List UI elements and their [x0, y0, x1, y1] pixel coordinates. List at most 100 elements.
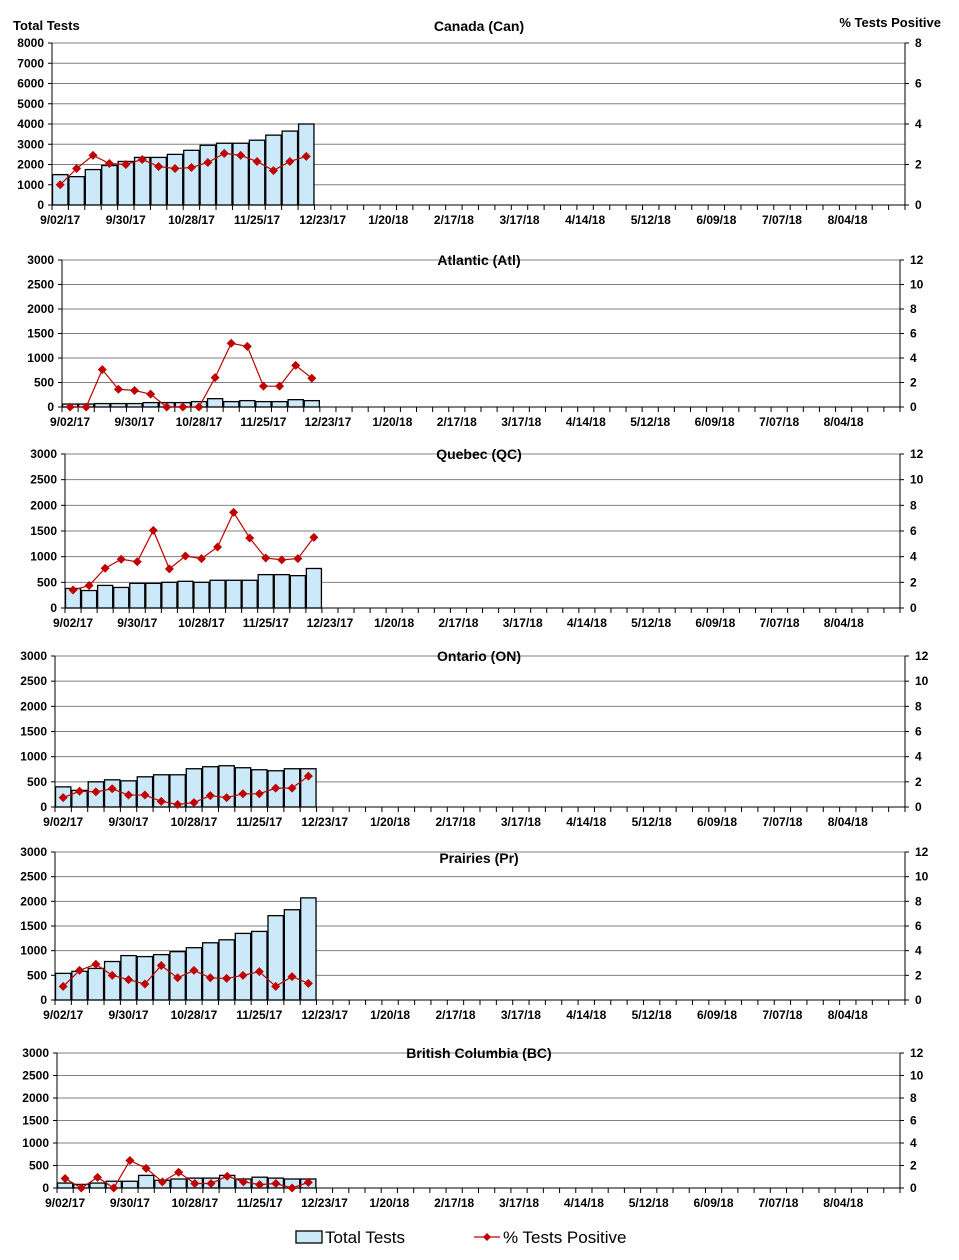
bar-total-tests — [110, 402, 127, 408]
marker-pct-positive — [154, 162, 164, 172]
y2-tick-label: 4 — [915, 944, 922, 958]
bar-total-tests — [206, 398, 224, 408]
x-tick-label: 9/02/17 — [50, 415, 90, 429]
bar-total-tests — [177, 580, 194, 609]
marker-pct-positive — [124, 790, 134, 800]
y2-tick-label: 6 — [915, 725, 922, 739]
y-tick-label: 2000 — [27, 302, 54, 316]
marker-pct-positive — [303, 771, 313, 781]
marker-pct-positive — [65, 402, 75, 412]
marker-pct-positive — [261, 553, 271, 563]
bar-total-tests — [94, 402, 111, 408]
line-pct-positive — [62, 963, 309, 988]
x-tick-label: 5/12/18 — [631, 213, 671, 227]
panel-title: British Columbia (BC) — [406, 1045, 551, 1061]
marker-pct-positive — [164, 564, 174, 574]
y2-tick-label: 0 — [910, 1181, 917, 1195]
bar-total-tests — [223, 400, 240, 408]
y2-tick-label: 6 — [915, 919, 922, 933]
marker-pct-positive — [210, 373, 220, 383]
x-tick-label: 11/25/17 — [240, 415, 286, 429]
marker-pct-positive — [72, 164, 82, 174]
bar-total-tests — [137, 1174, 155, 1189]
marker-pct-positive — [93, 1172, 103, 1182]
marker-pct-positive — [213, 542, 223, 552]
line-pct-positive — [70, 342, 313, 408]
y-tick-label: 1500 — [20, 725, 47, 739]
marker-pct-positive — [245, 533, 255, 543]
y-tick-label: 2000 — [30, 498, 57, 512]
x-tick-label: 2/17/18 — [438, 616, 478, 630]
y2-tick-label: 6 — [910, 327, 917, 341]
x-tick-label: 5/12/18 — [631, 616, 671, 630]
marker-pct-positive — [173, 799, 183, 809]
bar-total-tests — [56, 1182, 74, 1189]
x-tick-label: 9/30/17 — [110, 1196, 150, 1210]
x-tick-label: 12/23/17 — [301, 1008, 348, 1022]
bar-total-tests — [136, 955, 154, 1001]
y-tick-label: 0 — [40, 993, 47, 1007]
marker-pct-positive — [107, 784, 117, 794]
bar-total-tests — [129, 582, 146, 609]
y2-tick-label: 8 — [915, 699, 922, 713]
legend-line-label: % Tests Positive — [503, 1228, 626, 1247]
y-tick-label: 3000 — [20, 649, 47, 663]
marker-pct-positive — [124, 975, 134, 985]
y2-tick-label: 8 — [915, 36, 922, 50]
bar-total-tests — [267, 914, 284, 1001]
marker-pct-positive — [76, 1183, 86, 1193]
x-tick-label: 1/20/18 — [368, 213, 408, 227]
marker-pct-positive — [137, 154, 147, 164]
y2-tick-label: 4 — [910, 1136, 917, 1150]
marker-pct-positive — [287, 783, 297, 793]
legend-marker-swatch — [483, 1233, 491, 1241]
bar-total-tests — [241, 579, 258, 609]
marker-pct-positive — [236, 150, 246, 160]
marker-pct-positive — [226, 338, 236, 348]
bar-total-tests — [68, 175, 85, 206]
y2-tick-label: 0 — [915, 800, 922, 814]
y-tick-label: 1000 — [22, 1136, 49, 1150]
x-tick-label: 6/09/18 — [694, 1196, 734, 1210]
x-tick-label: 3/17/18 — [499, 1196, 539, 1210]
y2-tick-label: 0 — [910, 400, 917, 414]
x-tick-label: 12/23/17 — [305, 415, 352, 429]
x-tick-label: 11/25/17 — [243, 616, 289, 630]
x-tick-label: 9/02/17 — [53, 616, 93, 630]
x-tick-label: 9/02/17 — [45, 1196, 85, 1210]
y-tick-label: 500 — [37, 575, 57, 589]
bar-total-tests — [161, 581, 178, 609]
y2-tick-label: 2 — [910, 575, 917, 589]
bar-total-tests — [234, 932, 252, 1001]
bar-total-tests — [209, 579, 226, 609]
bar-total-tests — [218, 939, 235, 1001]
y2-tick-label: 2 — [910, 1159, 917, 1173]
marker-pct-positive — [88, 150, 98, 160]
marker-pct-positive — [309, 532, 319, 542]
y-tick-label: 1000 — [27, 351, 54, 365]
x-tick-label: 2/17/18 — [437, 415, 477, 429]
x-tick-label: 3/17/18 — [501, 815, 541, 829]
marker-pct-positive — [271, 981, 281, 991]
y2-tick-label: 6 — [910, 524, 917, 538]
x-tick-label: 2/17/18 — [435, 1008, 475, 1022]
y-tick-label: 8000 — [17, 36, 44, 50]
y-tick-label: 0 — [37, 198, 44, 212]
marker-pct-positive — [254, 789, 264, 799]
x-tick-label: 1/20/18 — [370, 1008, 410, 1022]
y-tick-label: 1500 — [27, 327, 54, 341]
y2-tick-label: 0 — [915, 993, 922, 1007]
x-tick-label: 9/30/17 — [117, 616, 157, 630]
x-tick-label: 5/12/18 — [629, 1196, 669, 1210]
marker-pct-positive — [109, 1183, 119, 1193]
marker-pct-positive — [140, 790, 150, 800]
marker-pct-positive — [107, 970, 117, 980]
y-tick-label: 0 — [50, 601, 57, 615]
y-tick-label: 3000 — [27, 253, 54, 267]
y-tick-label: 2000 — [20, 894, 47, 908]
y-tick-label: 1500 — [30, 524, 57, 538]
y-tick-label: 500 — [27, 968, 47, 982]
x-tick-label: 10/28/17 — [171, 1008, 218, 1022]
bar-total-tests — [300, 897, 317, 1001]
marker-pct-positive — [258, 381, 268, 391]
